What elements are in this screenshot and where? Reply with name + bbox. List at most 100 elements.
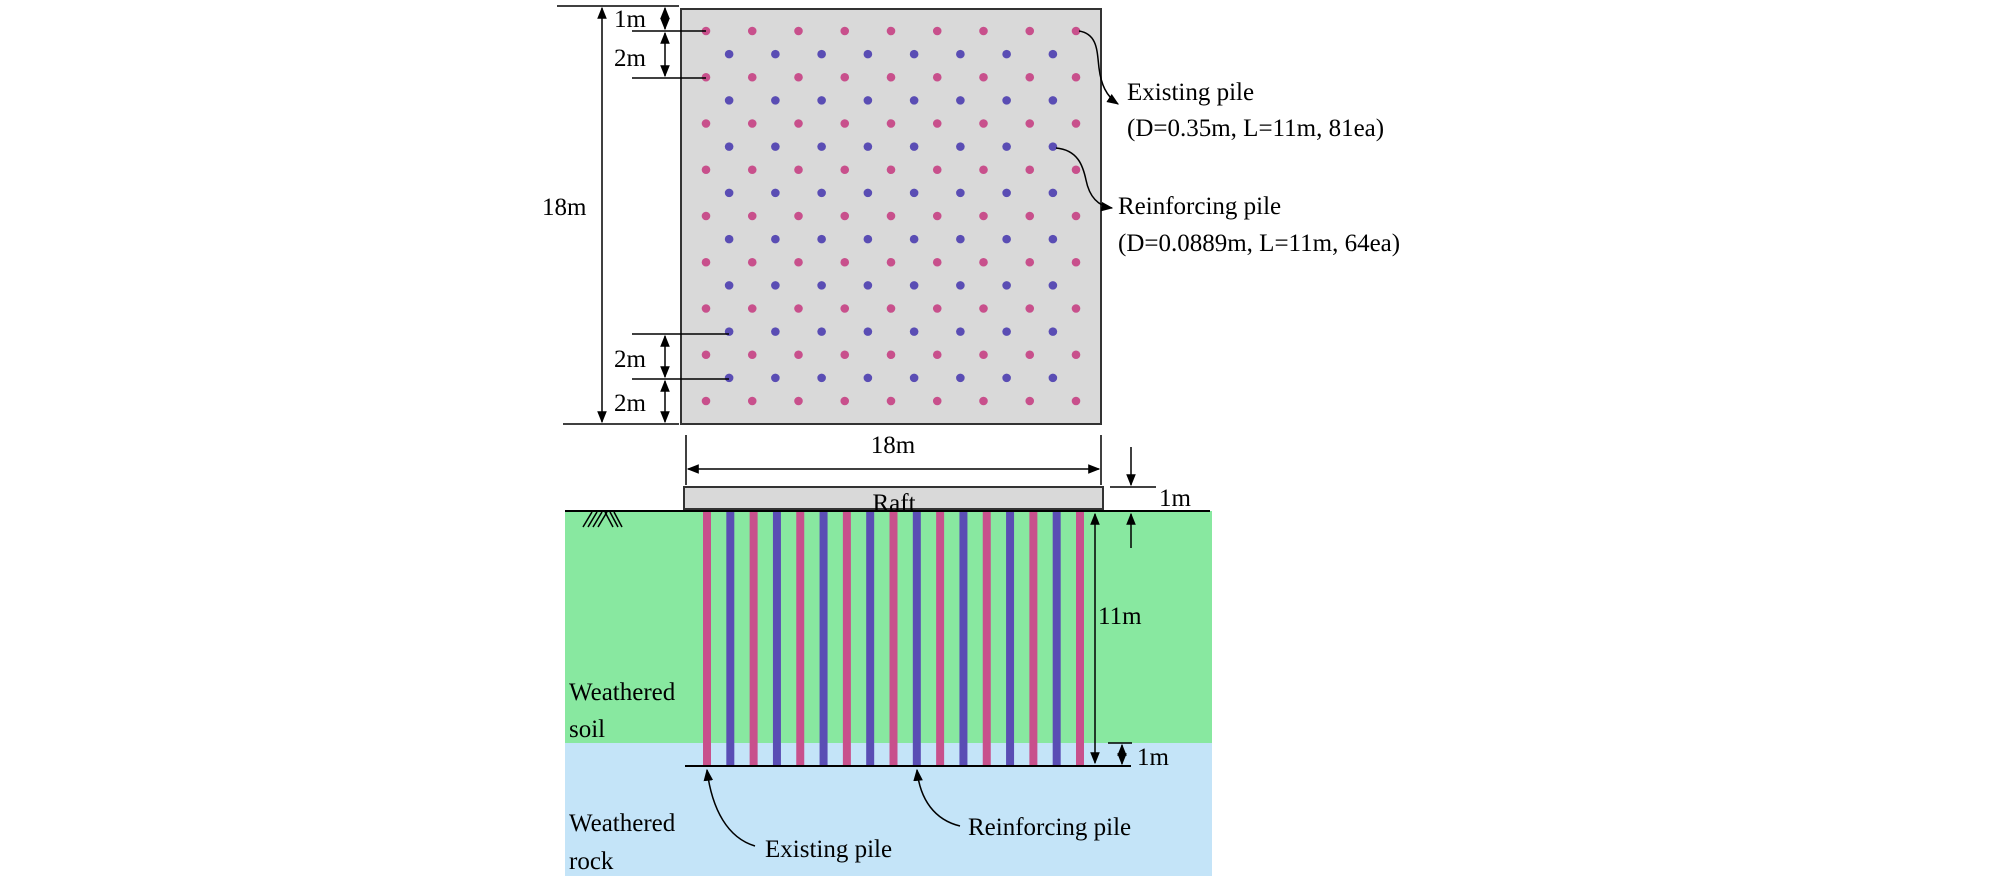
existing-pile-dot [794, 211, 803, 221]
reinforcing-pile-dot [1002, 234, 1011, 244]
reinforcing-pile-dot [863, 234, 873, 244]
reinforcing-pile-dot [817, 49, 826, 59]
reinforcing-pile-dot [817, 142, 826, 151]
reinforcing-pile-column [772, 511, 781, 766]
reinforcing-pile-dot [863, 142, 873, 151]
reinforcing-pile-spec: (D=0.0889m, L=11m, 64ea) [1118, 230, 1400, 257]
existing-pile-dot [840, 257, 850, 267]
existing-pile-dot [840, 72, 850, 82]
weathered-soil-layer [565, 511, 1212, 743]
weathered-rock-label-1: Weathered [569, 810, 676, 837]
existing-pile-dot [1071, 165, 1081, 175]
existing-pile-dot [747, 304, 757, 313]
existing-pile-dot [1071, 304, 1081, 313]
reinforcing-pile-dot [1002, 96, 1011, 105]
existing-pile-dot [932, 119, 942, 128]
reinforcing-pile-dot [956, 49, 965, 59]
existing-pile-dot [1071, 257, 1081, 267]
reinforcing-pile-dot [1002, 281, 1011, 290]
existing-pile-dot [1071, 350, 1081, 360]
reinforcing-pile-column [1006, 511, 1015, 766]
reinforcing-pile-dot [909, 281, 919, 290]
existing-pile-dot [1071, 211, 1081, 221]
reinforcing-pile-dot [724, 142, 734, 151]
existing-pile-section-arrow [703, 768, 756, 847]
reinforcing-pile-dot [1048, 142, 1058, 151]
existing-pile-dot [794, 304, 803, 313]
existing-pile-dot [1071, 396, 1081, 406]
existing-pile-dot [1025, 165, 1035, 175]
existing-pile-dot [1025, 257, 1035, 267]
existing-pile-dot [1025, 72, 1035, 82]
existing-pile-column [1076, 511, 1084, 766]
existing-pile-dot [701, 350, 711, 360]
reinforcing-pile-section-arrow [913, 768, 961, 827]
dim-label-2m-top: 2m [614, 45, 647, 72]
existing-pile-dot [840, 350, 850, 360]
existing-pile-dot [840, 26, 850, 36]
existing-pile-dot [1025, 119, 1035, 128]
reinforcing-pile-dot [909, 49, 919, 59]
dim-label-11m: 11m [1098, 603, 1142, 630]
existing-pile-dot [840, 304, 850, 313]
existing-pile-column [749, 511, 758, 766]
existing-pile-dot [979, 72, 988, 82]
reinforcing-pile-dot [771, 49, 780, 59]
existing-pile-dot [886, 304, 896, 313]
reinforcing-pile-dot [1002, 373, 1011, 383]
reinforcing-pile-column [959, 511, 968, 766]
existing-pile-dot [747, 257, 757, 267]
reinforcing-pile-dot [1048, 373, 1058, 383]
existing-pile-dot [979, 304, 988, 313]
reinforcing-pile-dot [817, 96, 826, 105]
existing-pile-dot [932, 211, 942, 221]
reinforcing-pile-dot [1002, 327, 1011, 336]
reinforcing-pile-dot [817, 281, 826, 290]
reinforcing-pile-dot [956, 327, 965, 336]
existing-pile-dot [932, 396, 942, 406]
weathered-soil-label-1: Weathered [569, 679, 676, 706]
reinforcing-pile-dot [1048, 327, 1058, 336]
existing-pile-label: Existing pile [1127, 79, 1254, 106]
existing-pile-dot [794, 165, 803, 175]
reinforcing-pile-dot [724, 49, 734, 59]
existing-pile-dot [1025, 26, 1035, 36]
existing-pile-dot [886, 119, 896, 128]
reinforcing-pile-dot [771, 234, 780, 244]
reinforcing-pile-dot [771, 281, 780, 290]
reinforcing-pile-dot [863, 327, 873, 336]
reinforcing-pile-dot [1048, 188, 1058, 198]
existing-pile-dot [979, 257, 988, 267]
reinforcing-pile-dot [771, 96, 780, 105]
existing-pile-dot [979, 350, 988, 360]
dim-label-embedment-1m: 1m [1137, 744, 1170, 771]
reinforcing-pile-column [1052, 511, 1061, 766]
reinforcing-pile-column [912, 511, 921, 766]
reinforcing-pile-dot [771, 142, 780, 151]
existing-pile-dot [701, 304, 711, 313]
reinforcing-pile-dot [956, 188, 965, 198]
reinforcing-pile-column [819, 511, 828, 766]
reinforcing-pile-column [726, 511, 735, 766]
raft-label: Raft [872, 490, 915, 517]
reinforcing-pile-dot [956, 96, 965, 105]
existing-pile-dot [886, 26, 896, 36]
reinforcing-pile-dot [724, 281, 734, 290]
reinforcing-pile-dot [909, 327, 919, 336]
existing-pile-dot [1071, 26, 1081, 36]
existing-pile-dot [886, 257, 896, 267]
existing-pile-column [936, 511, 945, 766]
existing-pile-dot [886, 211, 896, 221]
section-view: Raft 18m 1m 11m 1m Weathered soil Weathe… [565, 432, 1212, 876]
dim-label-2m-bottom-a: 2m [614, 346, 647, 373]
existing-pile-dot [747, 165, 757, 175]
reinforcing-pile-dot [909, 96, 919, 105]
reinforcing-pile-dot [724, 188, 734, 198]
existing-pile-dot [747, 119, 757, 128]
dim-label-2m-bottom-b: 2m [614, 390, 647, 417]
reinforcing-pile-dot [724, 234, 734, 244]
dim-label-18m-width: 18m [871, 432, 916, 459]
reinforcing-pile-dot [909, 373, 919, 383]
existing-pile-dot [886, 165, 896, 175]
existing-pile-column [842, 511, 851, 766]
